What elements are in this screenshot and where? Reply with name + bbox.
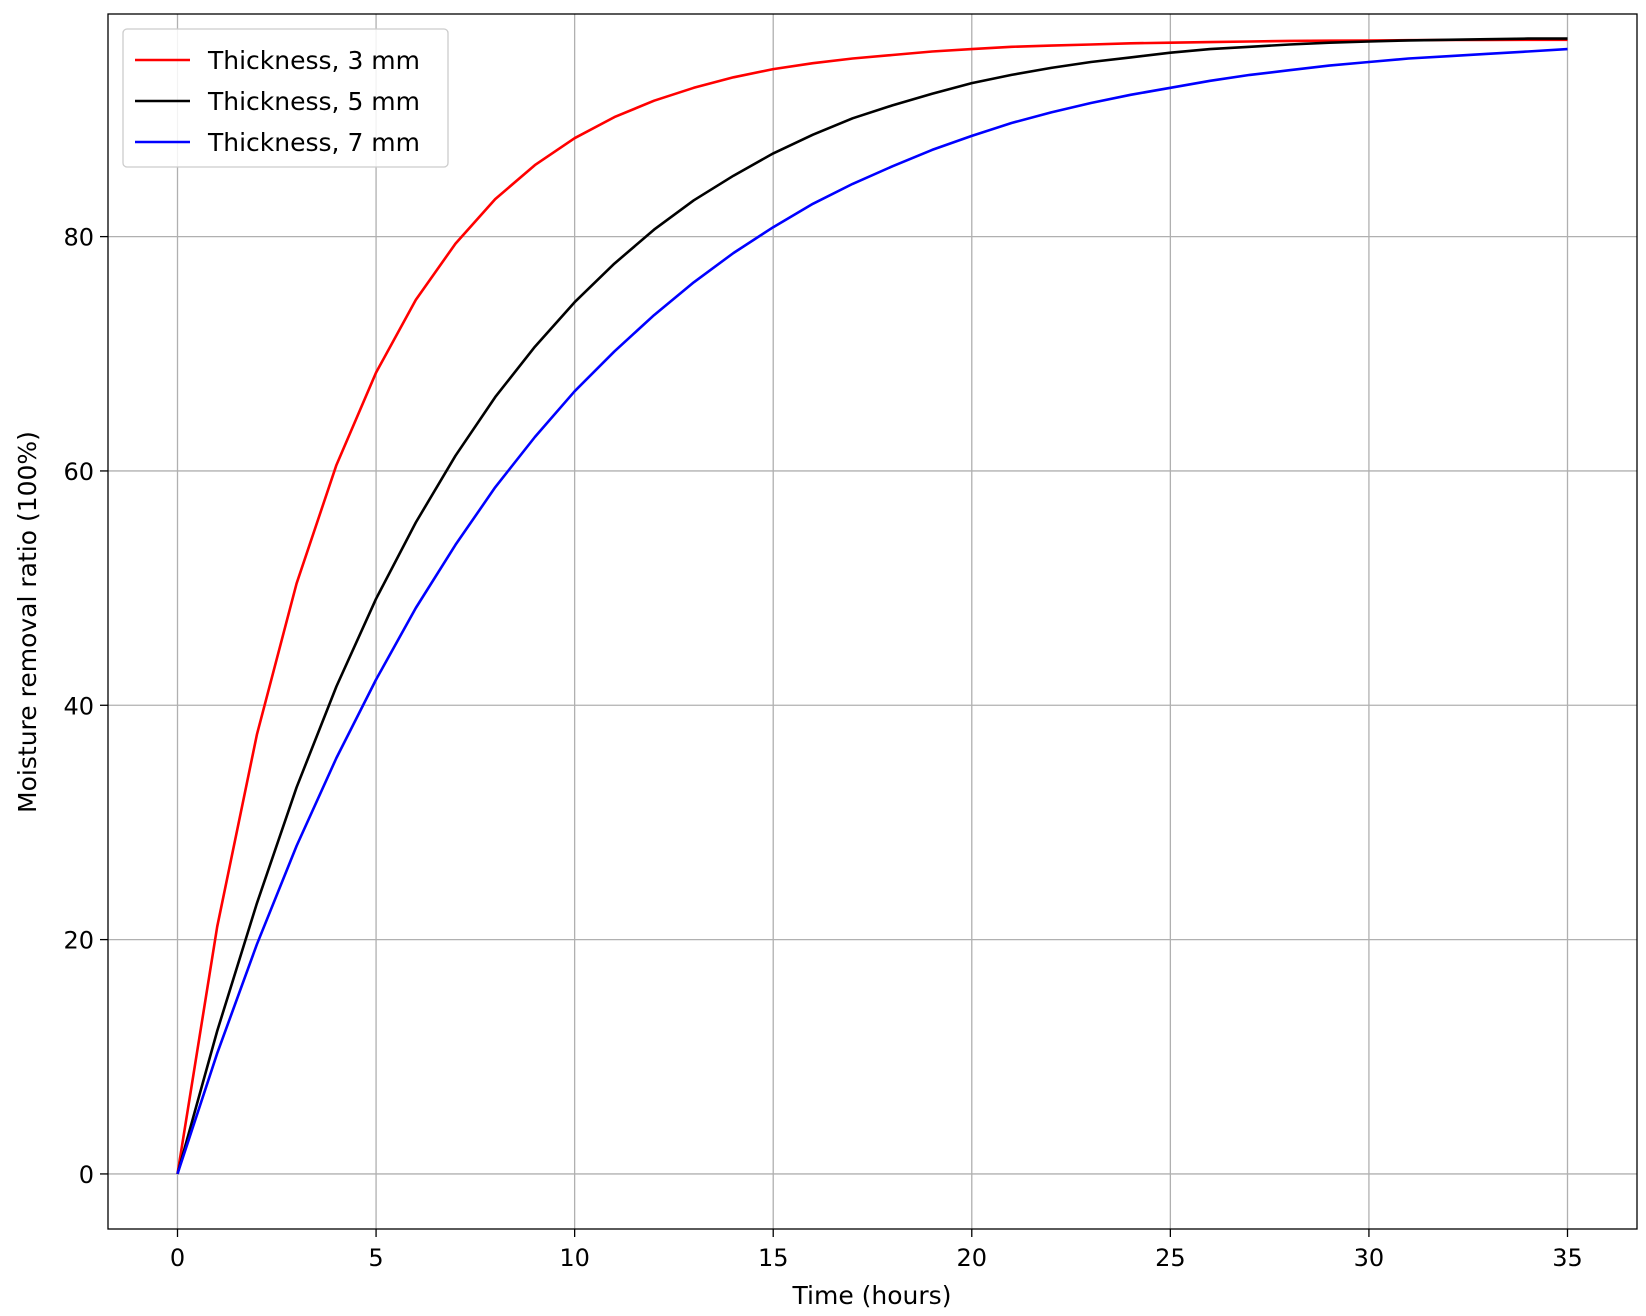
x-tick-label: 10 xyxy=(559,1244,590,1272)
y-tick-label: 40 xyxy=(63,692,94,720)
series-line-2 xyxy=(176,37,1568,1175)
legend-box xyxy=(122,28,449,168)
x-axis-ticks: 0 5 10 15 20 25 30 35 xyxy=(170,1229,1583,1272)
x-tick-label: 0 xyxy=(170,1244,185,1272)
x-tick-label: 5 xyxy=(368,1244,383,1272)
series-line-1 xyxy=(176,38,1568,1175)
x-tick-label: 25 xyxy=(1155,1244,1186,1272)
plot-frame xyxy=(107,13,1638,1230)
x-tick-label: 20 xyxy=(957,1244,988,1272)
legend-label: Thickness, 3 mm xyxy=(207,46,420,75)
series-line-3 xyxy=(176,47,1568,1175)
series-lines xyxy=(176,37,1568,1175)
legend-label: Thickness, 5 mm xyxy=(207,87,420,116)
legend-label: Thickness, 7 mm xyxy=(207,128,420,157)
x-tick-label: 15 xyxy=(758,1244,789,1272)
y-tick-label: 20 xyxy=(63,927,94,955)
x-tick-label: 35 xyxy=(1552,1244,1583,1272)
x-axis-label: Time (hours) xyxy=(792,1281,952,1310)
y-tick-label: 0 xyxy=(79,1161,94,1189)
plot-background xyxy=(108,14,1637,1229)
y-axis-ticks: 0 20 40 60 80 xyxy=(63,224,108,1189)
y-tick-label: 60 xyxy=(63,458,94,486)
x-tick-label: 30 xyxy=(1354,1244,1385,1272)
y-tick-label: 80 xyxy=(63,224,94,252)
legend: Thickness, 3 mm Thickness, 5 mm Thickness,… xyxy=(122,28,449,168)
y-axis-label: Moisture removal ratio (100%) xyxy=(13,431,42,813)
